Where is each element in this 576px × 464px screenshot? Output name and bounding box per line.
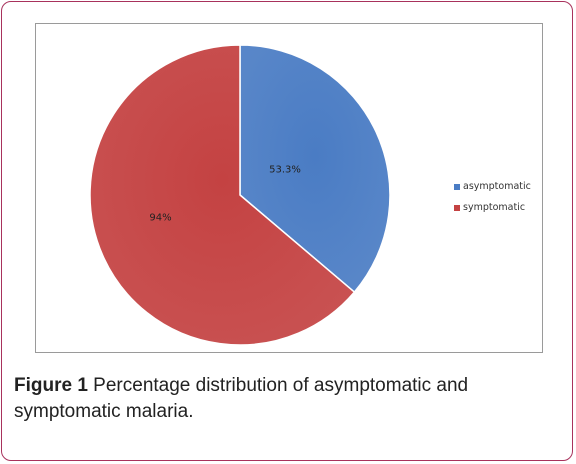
pie-slice-asymptomatic bbox=[239, 44, 391, 294]
figure-caption: Figure 1 Percentage distribution of asym… bbox=[14, 373, 554, 425]
legend-item-asymptomatic: asymptomatic bbox=[454, 176, 531, 197]
legend-item-symptomatic: symptomatic bbox=[454, 197, 531, 218]
slice-label-symptomatic: 94% bbox=[149, 213, 171, 224]
legend-swatch-asymptomatic bbox=[454, 183, 460, 190]
legend: asymptomatic symptomatic bbox=[454, 176, 531, 218]
legend-label-asymptomatic: asymptomatic bbox=[463, 181, 531, 192]
legend-swatch-symptomatic bbox=[454, 204, 460, 211]
pie-slice-symptomatic bbox=[89, 44, 356, 346]
figure-caption-text: Percentage distribution of asymptomatic … bbox=[14, 375, 469, 422]
legend-label-symptomatic: symptomatic bbox=[463, 202, 526, 213]
slice-label-asymptomatic: 53.3% bbox=[269, 165, 301, 176]
figure-caption-label: Figure 1 bbox=[14, 375, 88, 396]
